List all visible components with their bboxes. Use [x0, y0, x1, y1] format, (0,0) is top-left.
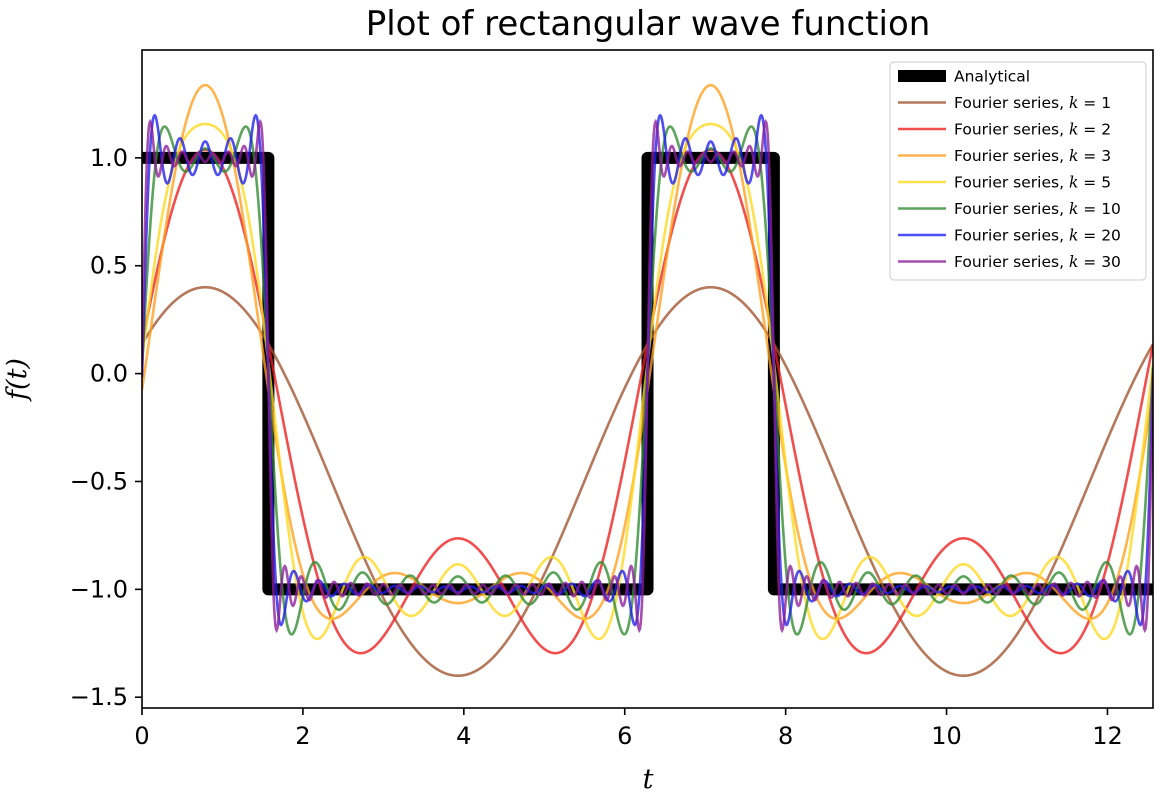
legend-entry-analytical: Analytical: [954, 68, 1030, 86]
series-fourier-k30: [142, 118, 1153, 634]
x-tick-label: 0: [134, 722, 149, 750]
y-tick-label: 1.0: [90, 144, 128, 172]
x-tick-label: 12: [1092, 722, 1123, 750]
legend: Analytical Fourier series, k = 1 Fourier s…: [889, 61, 1147, 281]
legend-entry-k1: Fourier series, k = 1: [954, 94, 1111, 112]
y-tick-label: −1.5: [70, 683, 128, 711]
x-tick-label: 8: [778, 722, 793, 750]
y-tick-label: 0.0: [90, 360, 128, 388]
legend-entry-k10: Fourier series, k = 10: [954, 200, 1121, 218]
legend-entry-k30: Fourier series, k = 30: [954, 253, 1121, 271]
x-axis: 0 2 4 6 8 10 12: [134, 708, 1123, 750]
y-tick-label: 0.5: [90, 252, 128, 280]
y-axis-label: f(t): [2, 358, 33, 402]
x-tick-label: 2: [295, 722, 310, 750]
x-tick-label: 6: [617, 722, 632, 750]
legend-entry-k5: Fourier series, k = 5: [954, 174, 1111, 192]
y-tick-label: −1.0: [70, 575, 128, 603]
legend-entry-k3: Fourier series, k = 3: [954, 147, 1111, 165]
legend-entry-k20: Fourier series, k = 20: [954, 227, 1121, 245]
y-tick-label: −0.5: [70, 467, 128, 495]
chart-title: Plot of rectangular wave function: [366, 4, 931, 44]
legend-entry-k2: Fourier series, k = 2: [954, 121, 1111, 139]
plot-frame: [141, 49, 1154, 709]
x-axis-label: t: [643, 764, 654, 795]
x-tick-label: 10: [931, 722, 962, 750]
legend-box: [889, 61, 1147, 281]
y-axis: −1.5 −1.0 −0.5 0.0 0.5 1.0: [70, 144, 142, 711]
x-tick-label: 4: [456, 722, 471, 750]
series-layer: [142, 83, 1153, 678]
